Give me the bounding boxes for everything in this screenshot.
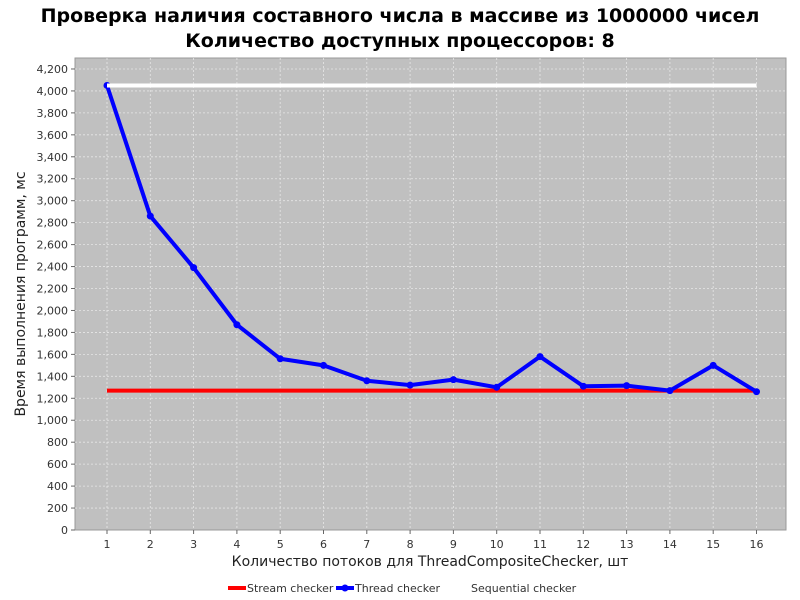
- y-tick-label: 1,200: [37, 392, 69, 405]
- thread-checker-point: [406, 381, 414, 389]
- x-tick-label: 4: [233, 538, 240, 551]
- thread-checker-point: [146, 212, 154, 220]
- thread-checker-point: [320, 361, 327, 369]
- y-tick-label: 400: [47, 480, 68, 493]
- x-tick-label: 2: [147, 538, 154, 551]
- chart-title-block: Проверка наличия составного числа в масс…: [0, 4, 800, 54]
- y-tick-label: 2,200: [37, 283, 69, 296]
- y-tick-label: 3,800: [37, 107, 69, 120]
- thread-checker-point: [190, 264, 198, 272]
- x-tick-label: 7: [363, 538, 370, 551]
- y-tick-label: 1,600: [37, 348, 69, 361]
- x-tick-label: 11: [533, 538, 547, 551]
- y-tick-label: 3,200: [37, 173, 69, 186]
- x-tick-label: 15: [706, 538, 720, 551]
- y-tick-label: 3,000: [37, 195, 69, 208]
- thread-checker-point: [276, 355, 284, 363]
- y-tick-label: 2,800: [37, 217, 69, 230]
- x-tick-label: 12: [576, 538, 590, 551]
- x-tick-label: 1: [104, 538, 111, 551]
- thread-checker-point: [493, 383, 501, 391]
- x-tick-label: 5: [277, 538, 284, 551]
- y-tick-label: 600: [47, 458, 68, 471]
- thread-checker-point: [623, 382, 631, 390]
- y-tick-label: 2,000: [37, 304, 69, 317]
- chart-subtitle: Количество доступных процессоров: 8: [185, 30, 615, 52]
- legend: Stream checker Thread checker Sequential c…: [228, 582, 577, 595]
- thread-checker-point: [753, 388, 760, 396]
- axes: 0 200 400 600 800 1,000 1,200 1,400 1,600 1,800 2,…: [37, 63, 764, 551]
- thread-checker-point: [233, 321, 241, 329]
- thread-checker-point: [449, 376, 457, 384]
- y-tick-label: 1,000: [37, 414, 69, 427]
- x-tick-label: 3: [190, 538, 197, 551]
- gridlines: [75, 58, 786, 530]
- y-tick-label: 800: [47, 436, 68, 449]
- y-tick-label: 4,200: [37, 63, 69, 76]
- y-tick-label: 0: [61, 524, 68, 537]
- y-axis-title: Время выполнения программ, мс: [13, 171, 29, 416]
- thread-checker-line: [105, 84, 758, 394]
- stream-checker-legend-label: Stream checker: [247, 582, 334, 595]
- thread-checker-point: [579, 382, 587, 390]
- y-tick-label: 2,600: [37, 239, 69, 252]
- x-tick-label: 8: [407, 538, 414, 551]
- y-tick-label: 3,400: [37, 151, 69, 164]
- x-tick-label: 16: [750, 538, 764, 551]
- y-tick-label: 200: [47, 502, 68, 515]
- x-tick-label: 14: [663, 538, 677, 551]
- x-tick-label: 9: [450, 538, 457, 551]
- thread-checker-point: [666, 387, 674, 395]
- thread-checker-legend-label: Thread checker: [354, 582, 441, 595]
- thread-checker-point: [709, 361, 717, 369]
- x-tick-label: 10: [490, 538, 504, 551]
- y-tick-label: 1,400: [37, 370, 69, 383]
- series-group: [103, 81, 760, 396]
- plot-area: [74, 57, 787, 531]
- thread-checker-point: [536, 353, 544, 361]
- x-axis-title: Количество потоков для ThreadCompositeCh…: [232, 554, 629, 570]
- x-tick-label: 6: [320, 538, 327, 551]
- chart-title: Проверка наличия составного числа в масс…: [40, 5, 760, 27]
- x-tick-label: 13: [620, 538, 634, 551]
- y-tick-label: 3,600: [37, 129, 69, 142]
- sequential-checker-legend-label: Sequential checker: [471, 582, 577, 595]
- thread-checker-point: [363, 377, 371, 385]
- thread-checker-legend-marker: [341, 584, 349, 592]
- y-tick-label: 1,800: [37, 326, 69, 339]
- y-tick-label: 4,000: [37, 85, 69, 98]
- y-tick-label: 2,400: [37, 261, 69, 274]
